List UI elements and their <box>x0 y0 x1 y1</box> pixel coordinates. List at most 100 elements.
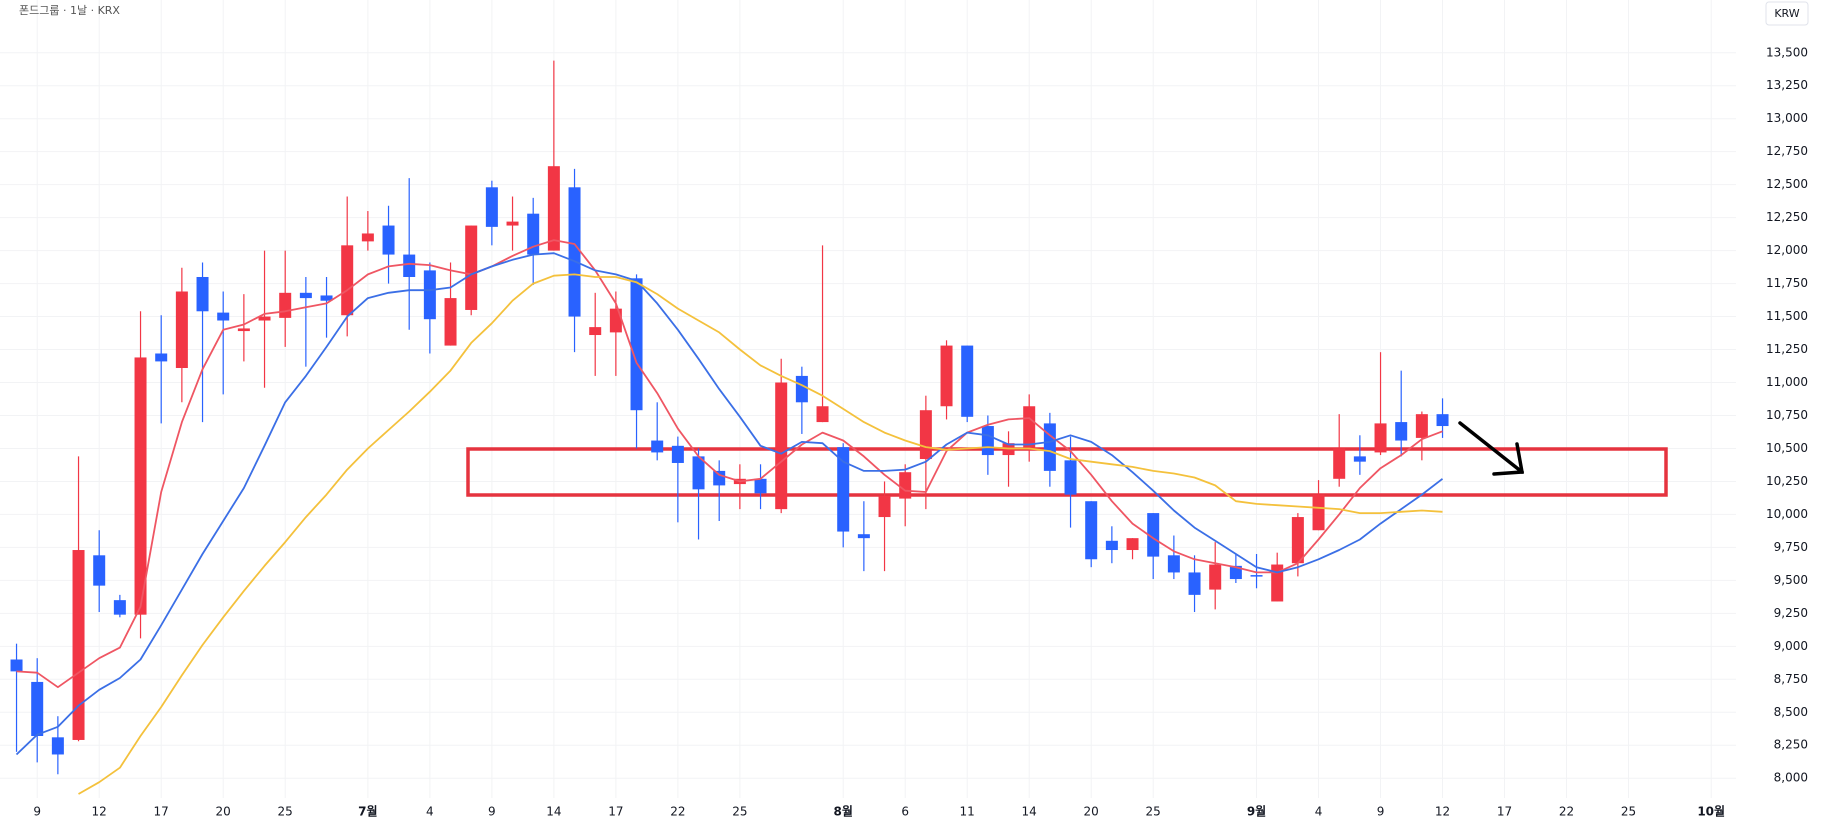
y-tick-label: 9,750 <box>1774 540 1808 554</box>
candle-body <box>382 225 395 255</box>
candle-body <box>1353 456 1366 462</box>
y-tick-label: 11,500 <box>1766 309 1808 323</box>
candle-body <box>795 375 808 403</box>
candle-body <box>113 600 126 615</box>
candle-body <box>1085 501 1098 560</box>
candle-body <box>155 353 168 362</box>
candle-body <box>1436 414 1449 427</box>
candle-body <box>175 291 188 369</box>
candle-body <box>671 445 684 463</box>
candle-body <box>1312 494 1325 531</box>
candle-body <box>1250 575 1263 577</box>
arrow-head <box>1492 442 1525 476</box>
ma-line <box>16 239 1443 689</box>
x-tick-label: 8월 <box>834 804 853 819</box>
x-tick-label: 25 <box>1621 805 1636 819</box>
candle-body <box>217 312 230 321</box>
y-tick-label: 8,500 <box>1774 705 1808 719</box>
candle-body <box>837 447 850 532</box>
axes: 8,000 8,250 8,500 8,750 9,000 9,250 9,500 9,750… <box>33 45 1808 818</box>
y-tick-label: 12,000 <box>1766 243 1808 257</box>
currency-label: KRW <box>1774 7 1799 20</box>
candle-body <box>51 737 64 755</box>
y-tick-label: 12,250 <box>1766 210 1808 224</box>
candle-body <box>775 382 788 510</box>
candle-body <box>72 550 85 740</box>
candle-body <box>1126 538 1139 551</box>
candle-body <box>506 221 519 226</box>
candle-body <box>444 298 457 346</box>
candle-body <box>692 456 705 490</box>
candle-body <box>919 410 932 460</box>
candle-body <box>1333 448 1346 479</box>
candle-body <box>93 555 106 586</box>
y-tick-label: 11,250 <box>1766 342 1808 356</box>
x-tick-label: 4 <box>426 805 434 819</box>
candle-body <box>630 278 643 411</box>
currency-box <box>1765 1 1809 26</box>
candle-body <box>1023 406 1036 449</box>
candle-body <box>961 345 974 417</box>
y-tick-label: 11,750 <box>1766 276 1808 290</box>
candle-body <box>1271 564 1284 602</box>
x-tick-label: 7월 <box>358 804 377 819</box>
y-tick-label: 13,500 <box>1766 45 1808 59</box>
candle-body <box>878 495 891 518</box>
candle-body <box>1188 572 1201 595</box>
y-tick-label: 9,250 <box>1774 606 1808 620</box>
ma-line <box>78 273 1443 795</box>
candle-body <box>527 213 540 255</box>
x-tick-label: 12 <box>92 805 107 819</box>
plot <box>10 60 1449 795</box>
candle-body <box>589 327 602 336</box>
candle-body <box>1167 555 1180 573</box>
candle-body <box>1395 422 1408 441</box>
candle-body <box>237 328 250 332</box>
y-tick-label: 13,250 <box>1766 78 1808 92</box>
candle-body <box>1147 513 1160 557</box>
x-tick-label: 14 <box>546 805 561 819</box>
candle-body <box>1415 414 1428 438</box>
candle-body <box>568 187 581 317</box>
candle-body <box>423 270 436 320</box>
candle-body <box>361 233 374 242</box>
ma-line <box>15 252 1444 756</box>
y-tick-label: 10,000 <box>1766 507 1808 521</box>
x-tick-label: 20 <box>216 805 231 819</box>
candle-body <box>299 292 312 299</box>
x-tick-label: 9 <box>488 805 496 819</box>
y-tick-label: 8,000 <box>1774 771 1808 785</box>
x-tick-label: 9 <box>1377 805 1385 819</box>
arrow <box>1458 421 1525 476</box>
x-tick-label: 22 <box>670 805 685 819</box>
y-tick-label: 8,250 <box>1774 738 1808 752</box>
candle-body <box>816 406 829 423</box>
candle-body <box>1064 460 1077 495</box>
candle-body <box>1374 423 1387 453</box>
candle-body <box>485 187 498 227</box>
x-tick-label: 9 <box>33 805 41 819</box>
x-tick-label: 14 <box>1022 805 1037 819</box>
x-tick-label: 10월 <box>1697 804 1725 819</box>
candle-body <box>940 345 953 407</box>
x-tick-label: 17 <box>608 805 623 819</box>
x-tick-label: 11 <box>960 805 975 819</box>
y-tick-label: 8,750 <box>1774 672 1808 686</box>
candle-body <box>258 316 271 321</box>
candle-body <box>1209 564 1222 590</box>
candle-body <box>899 472 912 499</box>
x-tick-label: 17 <box>1497 805 1512 819</box>
candle-body <box>10 659 23 672</box>
x-tick-label: 9월 <box>1247 804 1266 819</box>
y-tick-label: 9,500 <box>1774 573 1808 587</box>
candle-body <box>651 440 664 453</box>
candle-body <box>1291 517 1304 564</box>
ma-lines <box>15 239 1444 795</box>
x-tick-label: 6 <box>901 805 909 819</box>
y-tick-label: 12,500 <box>1766 177 1808 191</box>
candle-body <box>196 276 209 312</box>
y-tick-label: 10,750 <box>1766 408 1808 422</box>
y-tick-label: 12,750 <box>1766 144 1808 158</box>
